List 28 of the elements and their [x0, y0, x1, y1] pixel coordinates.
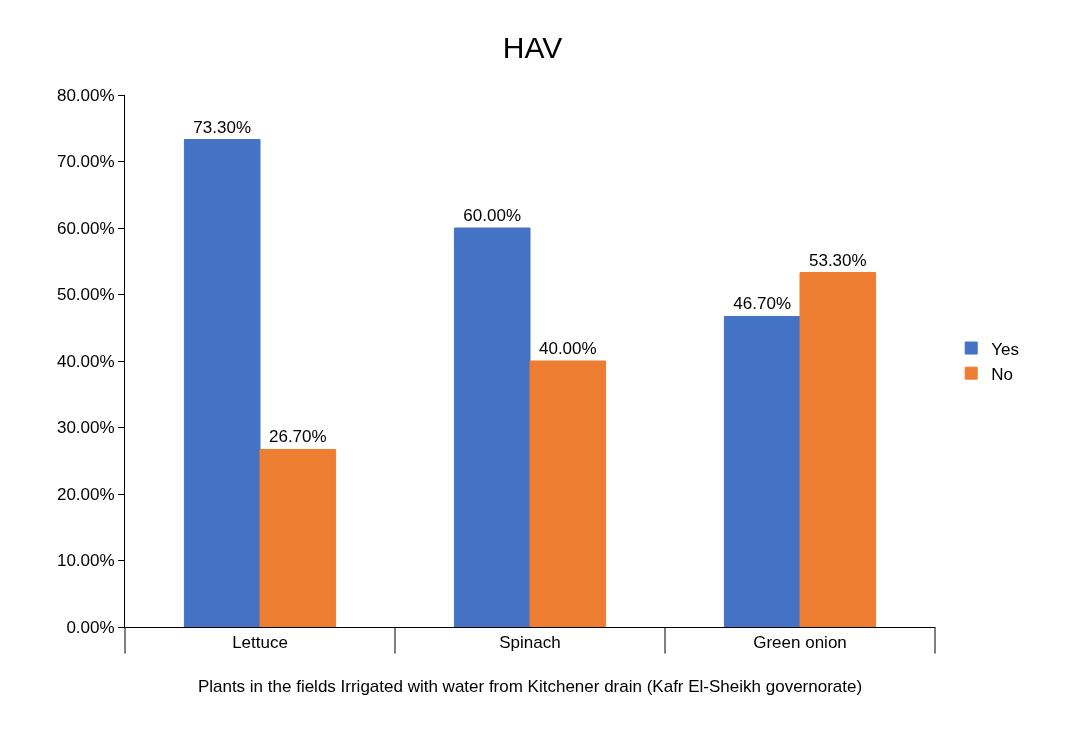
y-tick-label: 20.00% [56, 484, 115, 504]
bar [799, 272, 877, 627]
y-tick-label: 30.00% [56, 418, 115, 438]
x-tick-label: Spinach [499, 633, 561, 653]
y-tick-label: 50.00% [56, 285, 115, 305]
x-tick-label: Lettuce [232, 633, 288, 653]
bar [259, 448, 337, 627]
data-label: 73.30% [193, 117, 252, 137]
y-tick-label: 10.00% [56, 551, 115, 571]
x-tick-label: Green onion [753, 633, 847, 653]
data-label: 60.00% [463, 206, 522, 225]
bar [723, 315, 801, 627]
x-axis-title: Plants in the fields Irrigated with water from Kitchener drain (Kafr El-Sheikh governorate) [197, 676, 863, 696]
data-label: 53.30% [808, 250, 867, 270]
y-tick-label: 80.00% [56, 85, 115, 105]
y-tick-label: 60.00% [56, 218, 115, 238]
data-label: 26.70% [268, 427, 327, 447]
data-label: 46.70% [733, 294, 792, 314]
chart-title: HAV [502, 30, 563, 64]
legend-label: No [991, 364, 1013, 384]
bar [453, 227, 531, 627]
data-label: 40.00% [538, 339, 597, 358]
y-tick-label: 0.00% [66, 617, 115, 637]
bar [529, 360, 607, 627]
bar [183, 139, 261, 627]
y-tick-label: 40.00% [56, 351, 115, 371]
legend-label: Yes [991, 339, 1019, 359]
y-tick-label: 70.00% [56, 152, 115, 172]
